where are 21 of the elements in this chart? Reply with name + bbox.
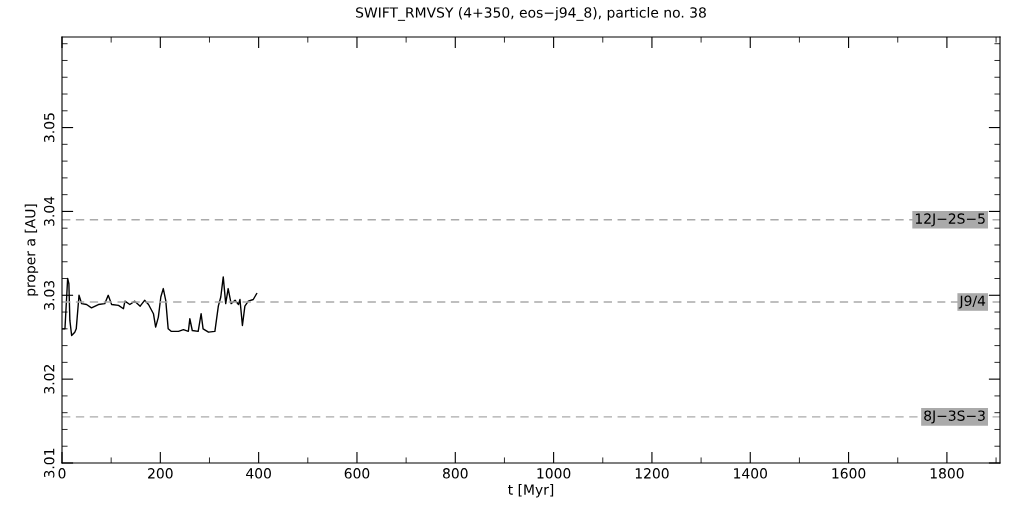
x-axis-title: t [Myr] [508, 484, 554, 498]
chart-title: SWIFT_RMVSY (4+350, eos−j94_8), particle no. 38 [356, 7, 706, 21]
x-tick-label: 1000 [537, 468, 571, 479]
y-tick-label: 3.02 [43, 365, 55, 394]
x-tick-label: 600 [344, 468, 370, 479]
x-tick-label: 0 [58, 468, 66, 479]
x-tick-label: 200 [148, 468, 173, 479]
x-tick-label: 1400 [734, 468, 768, 479]
y-tick-label: 3.03 [43, 280, 55, 310]
x-tick-label: 800 [442, 468, 468, 479]
y-axis-title: proper a [AU] [24, 204, 39, 296]
ref-line-label: 12J−2S−5 [915, 213, 985, 227]
y-tick-label: 3.05 [43, 113, 55, 142]
x-tick-label: 1600 [832, 468, 866, 479]
x-tick-label: 400 [246, 468, 271, 479]
x-tick-label: 1800 [930, 468, 964, 479]
ref-line-label: J9/4 [958, 295, 986, 309]
y-tick-label: 3.04 [43, 196, 55, 226]
x-tick-label: 1200 [635, 468, 669, 479]
y-tick-label: 3.01 [43, 448, 55, 478]
ref-line-label: 8J−3S−3 [924, 410, 985, 424]
